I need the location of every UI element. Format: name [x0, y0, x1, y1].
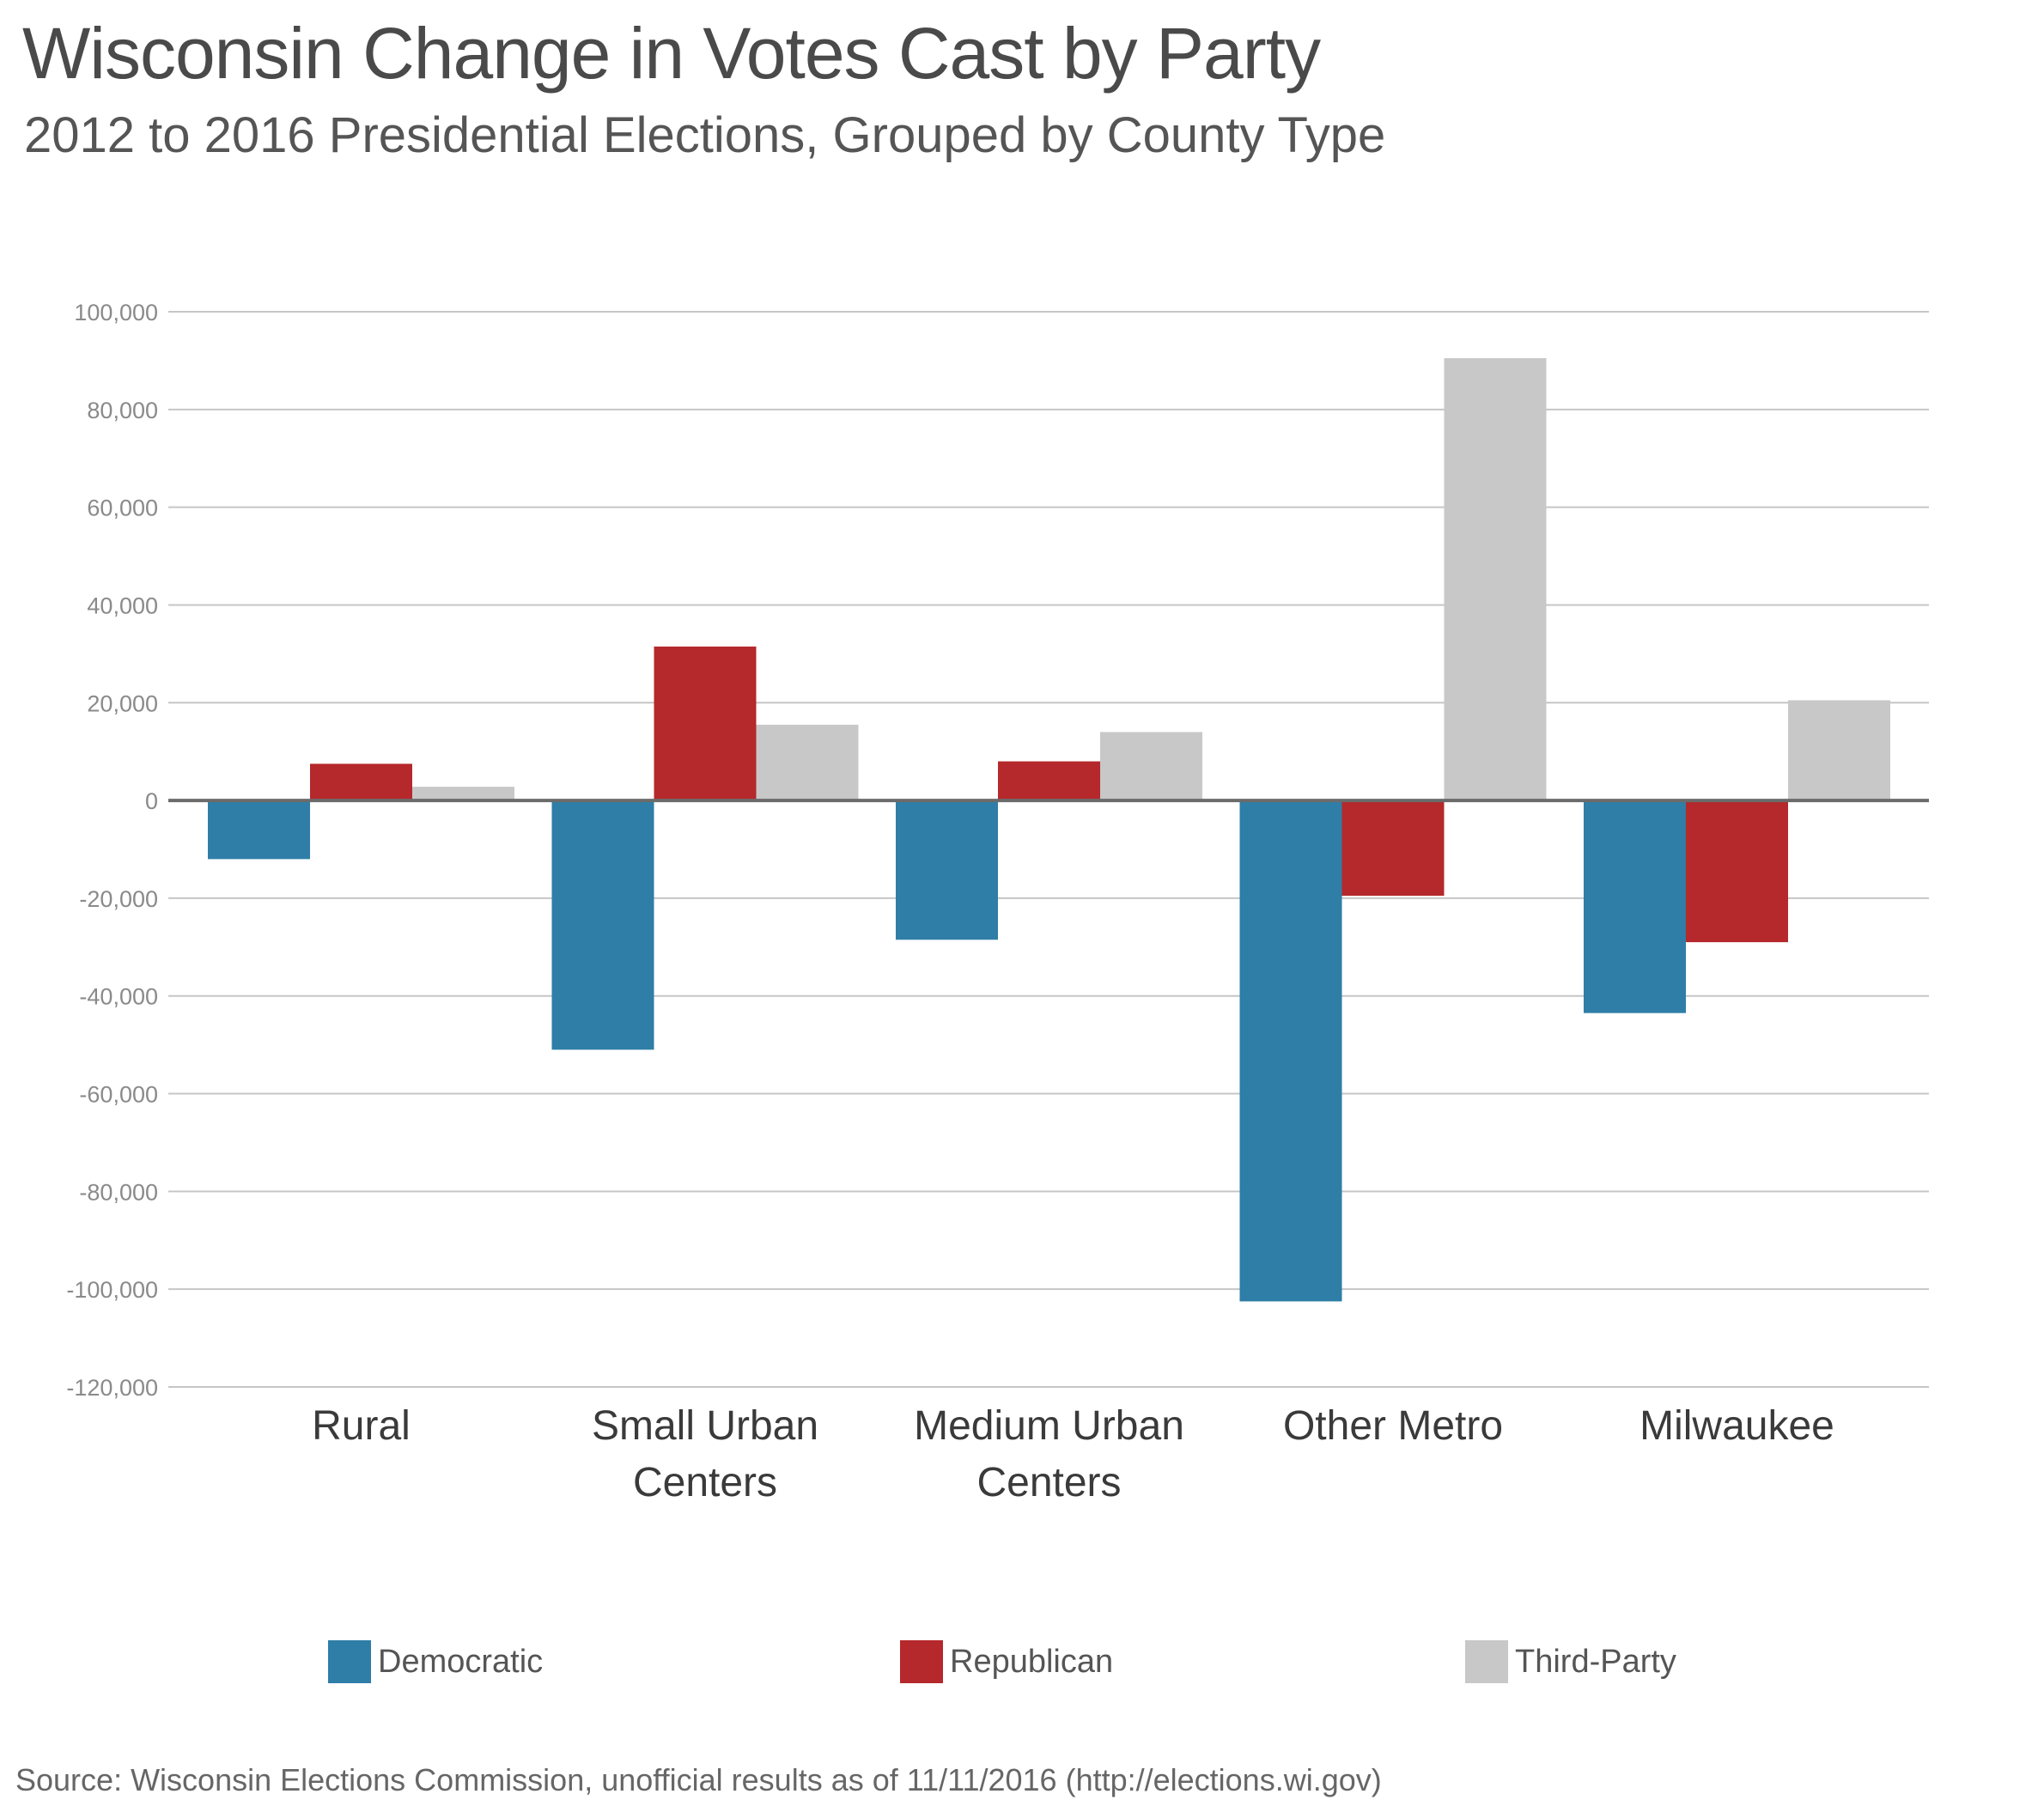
x-category-label: Rural	[312, 1403, 411, 1449]
bar-democratic	[1584, 800, 1686, 1013]
chart-title: Wisconsin Change in Votes Cast by Party	[22, 13, 1321, 94]
y-tick-label: 80,000	[87, 398, 158, 423]
legend-item-democratic: Democratic	[328, 1640, 543, 1683]
y-tick-label: 100,000	[74, 300, 158, 325]
y-tick-label: 40,000	[87, 593, 158, 618]
x-category-label: Milwaukee	[1639, 1403, 1834, 1449]
source-note: Source: Wisconsin Elections Commission, …	[15, 1762, 1382, 1797]
legend-label-republican: Republican	[950, 1643, 1114, 1680]
legend-item-third-party: Third-Party	[1465, 1640, 1676, 1683]
legend-swatch-third-party	[1465, 1640, 1508, 1683]
bar-democratic	[208, 800, 310, 860]
bar-democratic	[896, 800, 998, 940]
bar-democratic	[1239, 800, 1342, 1302]
legend-swatch-republican	[900, 1640, 943, 1683]
bar-third-party	[756, 724, 859, 801]
bar-third-party	[1100, 732, 1202, 801]
x-category-label: Small Urban	[592, 1403, 818, 1449]
bar-republican	[1341, 800, 1445, 897]
legend-item-republican: Republican	[900, 1640, 1113, 1683]
y-tick-label: -100,000	[66, 1277, 158, 1303]
legend-swatch-democratic	[328, 1640, 371, 1683]
y-tick-label: -120,000	[66, 1375, 158, 1401]
bar-third-party	[1444, 358, 1547, 801]
chart-subtitle: 2012 to 2016 Presidential Elections, Gro…	[24, 107, 1386, 163]
y-tick-label: 0	[145, 788, 158, 814]
x-category-label: Other Metro	[1283, 1403, 1503, 1449]
y-tick-label: 60,000	[87, 496, 158, 521]
bar-republican	[654, 646, 757, 801]
y-tick-label: -40,000	[79, 984, 158, 1010]
legend-label-democratic: Democratic	[378, 1643, 544, 1680]
bar-democratic	[551, 800, 654, 1050]
bar-third-party	[412, 787, 514, 801]
y-tick-label: -20,000	[79, 886, 158, 912]
x-category-label: Medium Urban	[914, 1403, 1184, 1449]
x-category-label: Centers	[633, 1460, 777, 1505]
y-tick-label: 20,000	[87, 690, 158, 716]
x-category-label: Centers	[976, 1460, 1121, 1505]
bar-republican	[1686, 800, 1788, 943]
bar-republican	[310, 763, 412, 801]
legend-label-third-party: Third-Party	[1515, 1643, 1676, 1680]
bar-republican	[998, 761, 1100, 801]
bar-third-party	[1788, 700, 1890, 801]
y-tick-label: -60,000	[79, 1082, 158, 1108]
y-tick-label: -80,000	[79, 1179, 158, 1205]
bar-chart: 100,000 80,000 60,000 40,000 20,000 0 -20,000 -…	[66, 300, 1929, 1505]
legend: Democratic Republican Third-Party	[0, 1640, 2044, 1700]
